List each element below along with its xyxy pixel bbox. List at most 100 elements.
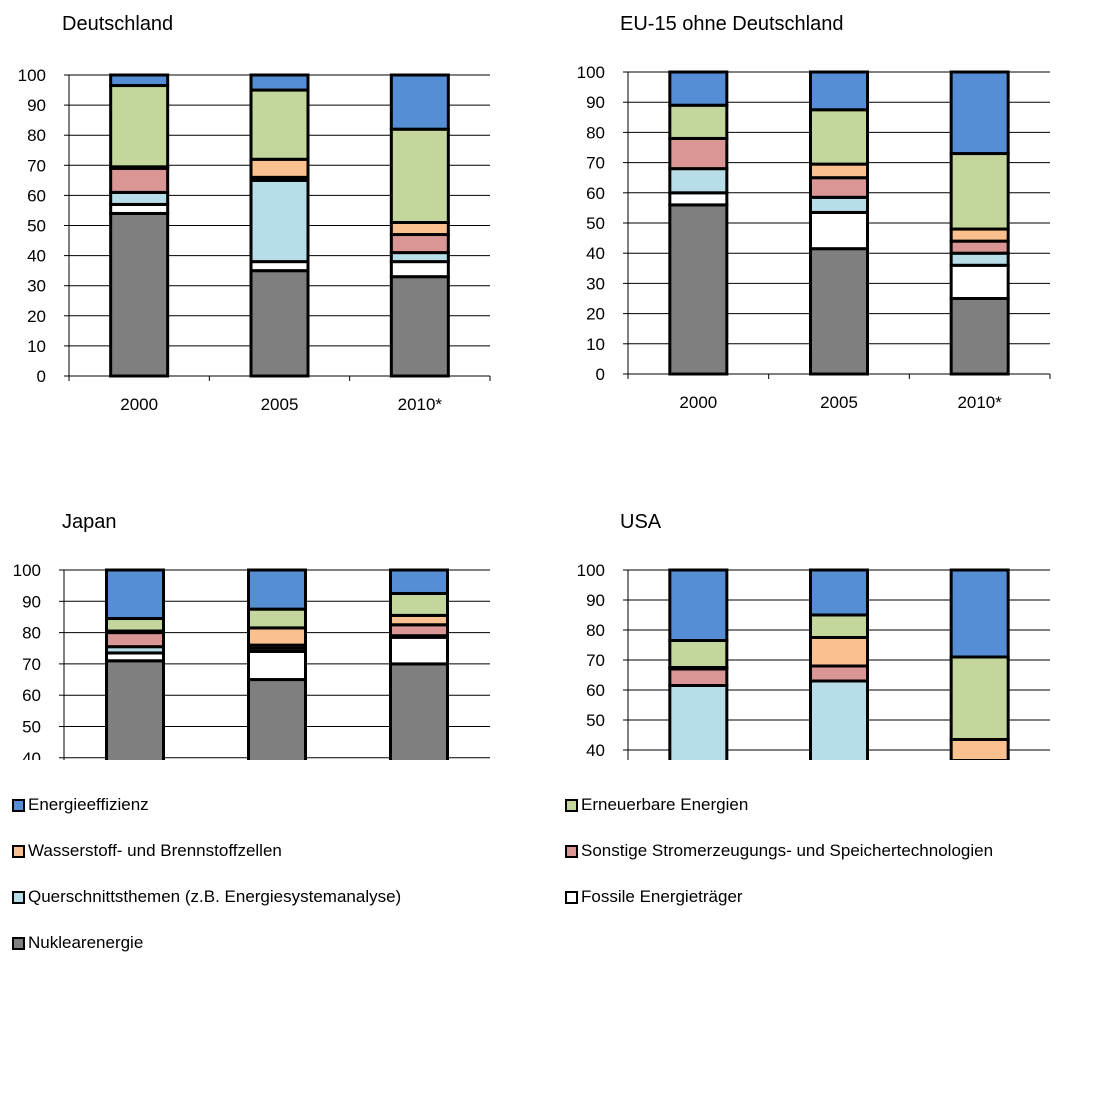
y-tick-label: 20 (586, 305, 605, 324)
y-tick-label: 80 (586, 621, 605, 640)
bar-segment-querschnitt (668, 684, 729, 760)
bar-segment-fossil (949, 263, 1010, 300)
legend-label: Querschnittsthemen (z.B. Energiesysteman… (28, 887, 402, 906)
bar-segment-nuklear (809, 247, 869, 376)
x-tick-label: 2010* (398, 395, 443, 414)
bar-segment-sonstige (668, 667, 729, 687)
bar-segment-fossil (389, 260, 450, 279)
y-tick-label: 100 (577, 63, 605, 82)
y-tick-label: 10 (586, 335, 605, 354)
legend-swatch (12, 936, 25, 950)
y-tick-label: 80 (22, 624, 41, 643)
y-tick-label: 60 (22, 686, 41, 705)
x-tick-label: 2000 (120, 395, 158, 414)
y-tick-label: 90 (22, 592, 41, 611)
bar-segment-energieeffizienz (249, 73, 310, 92)
y-tick-label: 0 (596, 365, 605, 384)
bar-segment-erneuerbare (668, 103, 729, 140)
legend-item-fossil: Fossile Energieträger (565, 887, 743, 907)
y-tick-label: 90 (27, 96, 46, 115)
legend-swatch (12, 890, 25, 904)
legend-label: Erneuerbare Energien (581, 795, 749, 814)
bar-segment-energieeffizienz (105, 568, 165, 621)
y-tick-label: 50 (27, 217, 46, 236)
legend-item-erneuerbare: Erneuerbare Energien (565, 795, 748, 815)
y-tick-label: 60 (586, 184, 605, 203)
y-tick-label: 10 (27, 337, 46, 356)
y-tick-label: 30 (27, 277, 46, 296)
bar-segment-erneuerbare (949, 655, 1010, 741)
bar-segment-wasserstoff (389, 220, 450, 237)
bar-segment-energieeffizienz (389, 73, 450, 131)
legend-swatch (565, 844, 578, 858)
bar-segment-sonstige (105, 631, 165, 649)
bar-segment-energieeffizienz (809, 568, 869, 617)
bar-segment-energieeffizienz (247, 568, 307, 611)
bar-segment-nuklear (249, 269, 310, 378)
y-tick-label: 80 (586, 123, 605, 142)
bar-segment-sonstige (389, 233, 450, 255)
y-tick-label: 60 (27, 186, 46, 205)
y-tick-label: 40 (27, 247, 46, 266)
chart-title: Deutschland (62, 13, 173, 35)
y-tick-label: 0 (37, 367, 46, 386)
y-tick-label: 70 (586, 651, 605, 670)
bar-segment-sonstige (809, 664, 869, 683)
chart-0: Deutschland 0 10 20 30 40 50 60 70 80 90 100 2000 200… (18, 13, 491, 414)
y-tick-label: 90 (586, 591, 605, 610)
bar-segment-querschnitt (949, 251, 1010, 267)
bar-segment-erneuerbare (809, 613, 869, 639)
chart-1: EU-15 ohne Deutschland 0 10 20 30 40 50 60 70 80 9… (577, 13, 1051, 412)
legend-swatch (12, 844, 25, 858)
legend-item-sonstige: Sonstige Stromerzeugungs- und Speicherte… (565, 841, 993, 861)
bar-segment-querschnitt (109, 190, 170, 206)
bar-segment-energieeffizienz (949, 70, 1010, 156)
bar-segment-erneuerbare (109, 84, 170, 169)
legend-swatch (565, 798, 578, 812)
bar-segment-erneuerbare (668, 639, 729, 669)
y-tick-label: 50 (586, 711, 605, 730)
bar-segment-nuklear (247, 678, 307, 760)
bar-segment-wasserstoff (809, 636, 869, 668)
y-tick-label: 20 (27, 307, 46, 326)
y-tick-label: 50 (22, 718, 41, 737)
bar-segment-energieeffizienz (389, 568, 449, 595)
legend-swatch (565, 890, 578, 904)
y-tick-label: 70 (27, 156, 46, 175)
bar-segment-nuklear (389, 275, 450, 378)
bar-segment-energieeffizienz (109, 73, 170, 88)
x-tick-label: 2010* (957, 393, 1002, 412)
x-tick-label: 2000 (679, 393, 717, 412)
bar-segment-querschnitt (668, 167, 729, 195)
legend-label: Sonstige Stromerzeugungs- und Speicherte… (581, 841, 994, 860)
chart-title: USA (620, 511, 662, 533)
y-tick-label: 40 (586, 741, 605, 760)
bar-segment-fossil (809, 210, 869, 251)
y-tick-label: 40 (586, 244, 605, 263)
y-tick-label: 100 (13, 561, 41, 580)
legend-label: Fossile Energieträger (581, 887, 743, 906)
bar-segment-erneuerbare (389, 127, 450, 224)
bar-segment-wasserstoff (809, 162, 869, 180)
legend-swatch (12, 798, 25, 812)
y-tick-label: 70 (22, 655, 41, 674)
legend-label: Wasserstoff- und Brennstoffzellen (28, 841, 282, 860)
bar-segment-fossil (247, 649, 307, 682)
y-tick-label: 80 (27, 126, 46, 145)
chart-2: Japan0102030405060708090100200020052010* (13, 511, 490, 760)
bar-segment-wasserstoff (249, 157, 310, 179)
bar-segment-querschnitt (249, 178, 310, 264)
y-tick-label: 70 (586, 154, 605, 173)
bar-segment-nuklear (668, 203, 729, 376)
legend-item-nuklear: Nuklearenergie (12, 933, 143, 953)
y-tick-label: 90 (586, 93, 605, 112)
y-tick-label: 40 (22, 749, 41, 760)
x-tick-label: 2005 (261, 395, 299, 414)
legend-label: Nuklearenergie (28, 933, 144, 952)
x-tick-label: 2005 (820, 393, 858, 412)
chart-3: USA0102030405060708090100200020052010* (577, 511, 1050, 760)
y-tick-label: 60 (586, 681, 605, 700)
legend-item-querschnitt: Querschnittsthemen (z.B. Energiesysteman… (12, 887, 401, 907)
y-tick-label: 100 (577, 561, 605, 580)
